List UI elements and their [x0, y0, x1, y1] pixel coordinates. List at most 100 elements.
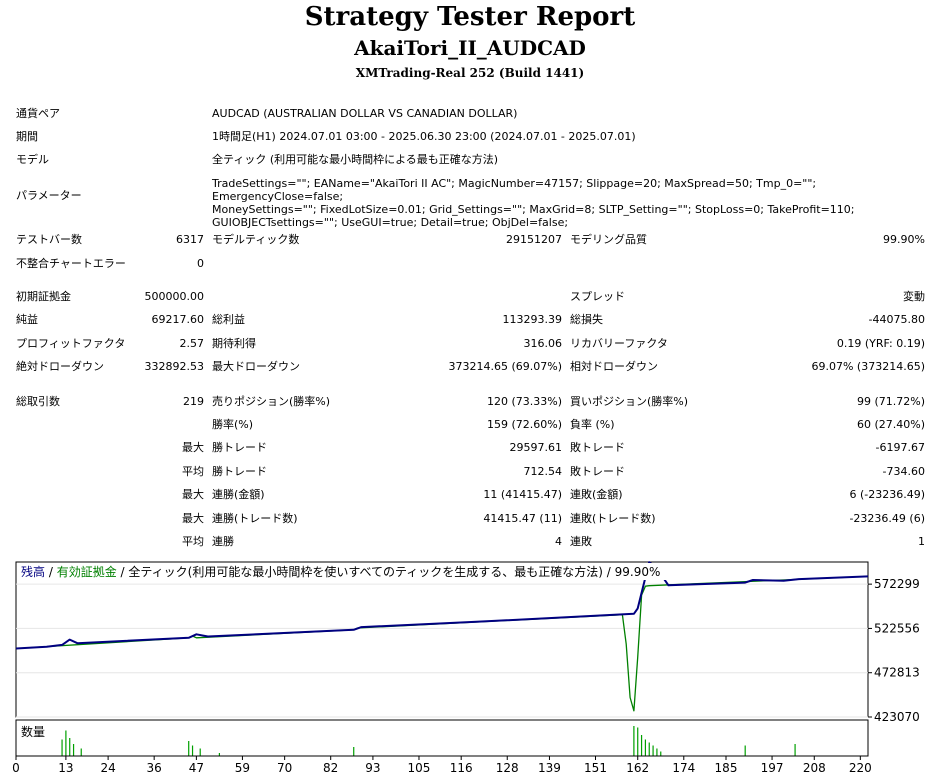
loss-rate-label: 負率 (%)	[570, 418, 615, 431]
legend-model: / 全ティック(利用可能な最小時間枠を使いすべてのティックを生成する、最も正確な…	[117, 564, 661, 579]
total-trades-label: 総取引数	[16, 395, 60, 408]
cons-win-cnt-value: 41415.47 (11)	[483, 512, 562, 525]
equity-line	[15, 575, 869, 712]
expected-value: 316.06	[523, 337, 563, 350]
net-value: 69217.60	[151, 313, 205, 326]
rel-dd-label: 相対ドローダウン	[570, 360, 658, 373]
pf-label: プロフィットファクタ	[16, 337, 126, 350]
expected-label: 期待利得	[212, 337, 256, 350]
cons-loss-cnt-value: -23236.49 (6)	[849, 512, 925, 525]
max-label: 最大	[182, 441, 204, 454]
x-tick-label: 47	[189, 761, 204, 775]
pf-value: 2.57	[179, 337, 205, 350]
symbol-label: 通貨ペア	[16, 107, 60, 120]
spread-label: スプレッド	[570, 290, 625, 303]
x-tick-label: 185	[715, 761, 738, 775]
win-rate-value: 159 (72.60%)	[486, 418, 562, 431]
spread-value: 変動	[903, 290, 925, 303]
ticks-value: 29151207	[506, 233, 562, 246]
loss-trade-label: 敗トレード	[570, 441, 625, 454]
total-trades-value: 219	[183, 395, 204, 408]
max-dd-label: 最大ドローダウン	[212, 360, 300, 373]
short-label: 売りポジション(勝率%)	[212, 395, 331, 408]
volume-bars	[61, 726, 796, 756]
x-tick-label: 36	[147, 761, 162, 775]
gross-loss-value: -44075.80	[868, 313, 925, 326]
abs-dd-value: 332892.53	[144, 360, 205, 373]
period-value: 1時間足(H1) 2024.07.01 03:00 - 2025.06.30 2…	[212, 130, 636, 143]
x-tick-label: 162	[626, 761, 649, 775]
legend-balance: 残高	[21, 564, 45, 579]
avg-label: 平均	[182, 465, 204, 478]
x-tick-label: 82	[323, 761, 338, 775]
volume-plot-frame	[15, 719, 869, 757]
volume-label: 数量	[21, 724, 45, 739]
cons-loss-amt-label: 連敗(金額)	[570, 488, 623, 501]
deposit-label: 初期証拠金	[16, 290, 71, 303]
max-label: 最大	[182, 512, 204, 525]
legend-equity: 有効証拠金	[57, 564, 117, 579]
x-tick-label: 116	[450, 761, 473, 775]
avg-loss-value: -734.60	[882, 465, 925, 478]
max-dd-value: 373214.65 (69.07%)	[448, 360, 562, 373]
avg-label: 平均	[182, 535, 204, 548]
rel-dd-value: 69.07% (373214.65)	[811, 360, 925, 373]
long-value: 99 (71.72%)	[856, 395, 925, 408]
x-tick-label: 93	[365, 761, 380, 775]
cons-loss-amt-value: 6 (-23236.49)	[849, 488, 925, 501]
params-line: GUIOBJECTsettings=""; UseGUI=true; Detai…	[212, 216, 569, 229]
balance-chart: 572299 522556 472813 423070 0 13 24 36 47 59 70 82…	[12, 561, 920, 775]
quality-value: 99.90%	[883, 233, 925, 246]
gross-profit-label: 総利益	[212, 313, 245, 326]
largest-loss-value: -6197.67	[875, 441, 925, 454]
params-line: MoneySettings=""; FixedLotSize=0.01; Gri…	[212, 203, 855, 216]
report-title: Strategy Tester Report	[304, 2, 636, 32]
cons-win-cnt-label: 連勝(トレード数)	[212, 512, 298, 525]
mismatch-value: 0	[197, 257, 204, 270]
long-label: 買いポジション(勝率%)	[570, 395, 689, 408]
avg-win-value: 712.54	[523, 465, 563, 478]
x-tick-label: 70	[277, 761, 292, 775]
y-tick-labels: 572299 522556 472813 423070	[868, 577, 920, 724]
legend-background	[17, 563, 672, 580]
win-trade-label: 勝トレード	[212, 441, 267, 454]
symbol-value: AUDCAD (AUSTRALIAN DOLLAR VS CANADIAN DO…	[212, 107, 518, 120]
x-tick-label: 24	[100, 761, 115, 775]
x-tick-label: 174	[672, 761, 695, 775]
y-tick-label: 423070	[874, 710, 920, 724]
params-value: TradeSettings=""; EAName="AkaiTori II AC…	[212, 177, 932, 229]
x-tick-label: 208	[803, 761, 826, 775]
x-tick-label: 13	[58, 761, 73, 775]
bars-value: 6317	[176, 233, 204, 246]
legend-sep: /	[45, 565, 57, 579]
bars-label: テストバー数	[16, 233, 82, 246]
params-label: パラメーター	[16, 189, 82, 202]
net-label: 純益	[16, 313, 38, 326]
mismatch-label: 不整合チャートエラー	[16, 257, 126, 270]
short-value: 120 (73.33%)	[486, 395, 562, 408]
x-tick-labels: 0 13 24 36 47 59 70 82 93 105 116 128 139 151 162 174 18…	[12, 756, 872, 775]
broker-name: XMTrading-Real 252 (Build 1441)	[355, 66, 585, 80]
x-tick-label: 139	[538, 761, 561, 775]
chart-legend: 残高 / 有効証拠金 / 全ティック(利用可能な最小時間枠を使いすべてのティック…	[21, 564, 660, 579]
cons-loss-cnt-label: 連敗(トレード数)	[570, 512, 656, 525]
gross-profit-value: 113293.39	[502, 313, 563, 326]
win-trade-label: 勝トレード	[212, 465, 267, 478]
avg-cons-win-label: 連勝	[212, 535, 234, 548]
model-label: モデル	[16, 153, 49, 166]
gross-loss-label: 総損失	[570, 313, 603, 326]
series-layer	[15, 561, 869, 712]
params-line: TradeSettings=""; EAName="AkaiTori II AC…	[212, 177, 817, 203]
ticks-label: モデルティック数	[212, 233, 300, 246]
period-label: 期間	[16, 130, 38, 143]
x-tick-label: 59	[235, 761, 250, 775]
recovery-label: リカバリーファクタ	[570, 337, 668, 350]
avg-cons-loss-label: 連敗	[570, 535, 592, 548]
cons-win-amt-label: 連勝(金額)	[212, 488, 265, 501]
x-tick-label: 151	[584, 761, 607, 775]
y-tick-label: 522556	[874, 621, 920, 635]
recovery-value: 0.19 (YRF: 0.19)	[836, 337, 925, 350]
balance-line	[15, 561, 869, 650]
x-tick-label: 0	[12, 761, 20, 775]
cons-win-amt-value: 11 (41415.47)	[483, 488, 562, 501]
